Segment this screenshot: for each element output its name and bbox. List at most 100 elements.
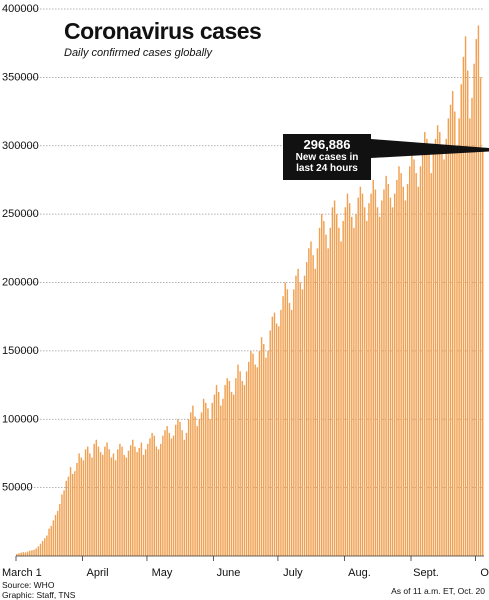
- bar: [89, 453, 91, 556]
- y-tick-label: 350000: [2, 71, 39, 83]
- bar: [389, 197, 392, 556]
- bar: [336, 214, 338, 556]
- bar: [97, 446, 100, 556]
- bar: [265, 357, 267, 556]
- bar: [374, 189, 377, 556]
- bar: [134, 446, 136, 556]
- x-tick-label: Oct.: [480, 567, 489, 579]
- bar: [52, 520, 55, 556]
- bar: [35, 548, 37, 556]
- bar: [76, 463, 78, 556]
- bar: [338, 227, 340, 557]
- footer-credits: Source: WHO Graphic: Staff, TNS: [2, 580, 75, 600]
- bar: [353, 227, 355, 557]
- x-tick-label: May: [152, 567, 173, 579]
- bar: [31, 550, 33, 556]
- annotation-value: 296,886: [303, 137, 351, 152]
- bar: [320, 214, 323, 556]
- bar: [93, 443, 95, 556]
- bar: [359, 186, 362, 556]
- bar: [288, 303, 291, 556]
- bar: [104, 446, 106, 556]
- bar: [181, 430, 183, 556]
- bar: [318, 227, 321, 557]
- bar: [209, 419, 211, 556]
- bar: [323, 220, 325, 556]
- bar: [80, 457, 83, 556]
- bar: [144, 449, 147, 556]
- bar: [329, 227, 332, 557]
- bar: [316, 248, 319, 556]
- bar: [33, 549, 35, 556]
- bar: [127, 450, 130, 556]
- bar: [71, 473, 74, 556]
- bar: [29, 550, 31, 556]
- footer-graphic: Graphic: Staff, TNS: [2, 590, 76, 600]
- bar: [125, 457, 128, 556]
- bar: [46, 535, 48, 556]
- bar: [426, 138, 428, 556]
- bar: [269, 330, 271, 556]
- bar: [50, 525, 52, 556]
- bar: [26, 551, 29, 556]
- bar: [217, 391, 220, 556]
- bar: [449, 104, 452, 556]
- bar: [235, 378, 237, 556]
- bar: [477, 25, 480, 557]
- bar: [267, 350, 269, 556]
- bar: [284, 282, 286, 556]
- bar: [232, 394, 235, 556]
- bar: [138, 447, 140, 556]
- bar: [129, 445, 132, 556]
- y-tick-label: 400000: [2, 3, 39, 15]
- bar: [74, 471, 76, 556]
- bar: [393, 193, 396, 557]
- bar: [172, 435, 175, 556]
- bar: [312, 255, 314, 556]
- bar: [430, 173, 432, 556]
- bar: [190, 412, 192, 556]
- y-tick-label: 150000: [2, 345, 39, 357]
- bar: [24, 552, 27, 556]
- bar: [417, 186, 420, 556]
- bar: [168, 432, 171, 556]
- bar: [376, 207, 379, 556]
- bar: [331, 207, 334, 556]
- bar: [78, 453, 80, 556]
- bar: [271, 316, 274, 556]
- bar: [439, 132, 441, 556]
- y-tick-label: 200000: [2, 277, 39, 289]
- bar: [170, 438, 173, 556]
- bar: [355, 214, 357, 556]
- bar: [213, 394, 216, 556]
- bar: [151, 432, 153, 556]
- bar: [314, 268, 317, 556]
- bar: [159, 443, 162, 556]
- bar: [415, 173, 417, 556]
- bar: [200, 412, 203, 556]
- bar: [207, 408, 209, 556]
- bar: [381, 200, 383, 556]
- bar: [220, 405, 222, 556]
- bar: [183, 439, 186, 556]
- bar: [421, 145, 424, 556]
- bar: [99, 452, 102, 556]
- bar: [460, 84, 462, 557]
- bar: [383, 189, 385, 556]
- bar: [202, 398, 205, 556]
- bar: [18, 553, 20, 556]
- bar: [441, 145, 443, 556]
- bar: [59, 504, 61, 556]
- bar: [211, 402, 213, 556]
- bar: [194, 416, 196, 556]
- bar: [110, 457, 113, 556]
- bar: [456, 145, 458, 556]
- bar: [454, 111, 456, 556]
- bar: [301, 289, 304, 556]
- bar: [185, 432, 188, 556]
- bar: [239, 371, 241, 556]
- bar: [250, 350, 252, 556]
- bar: [16, 553, 18, 556]
- bar: [404, 200, 407, 556]
- bar: [187, 419, 190, 556]
